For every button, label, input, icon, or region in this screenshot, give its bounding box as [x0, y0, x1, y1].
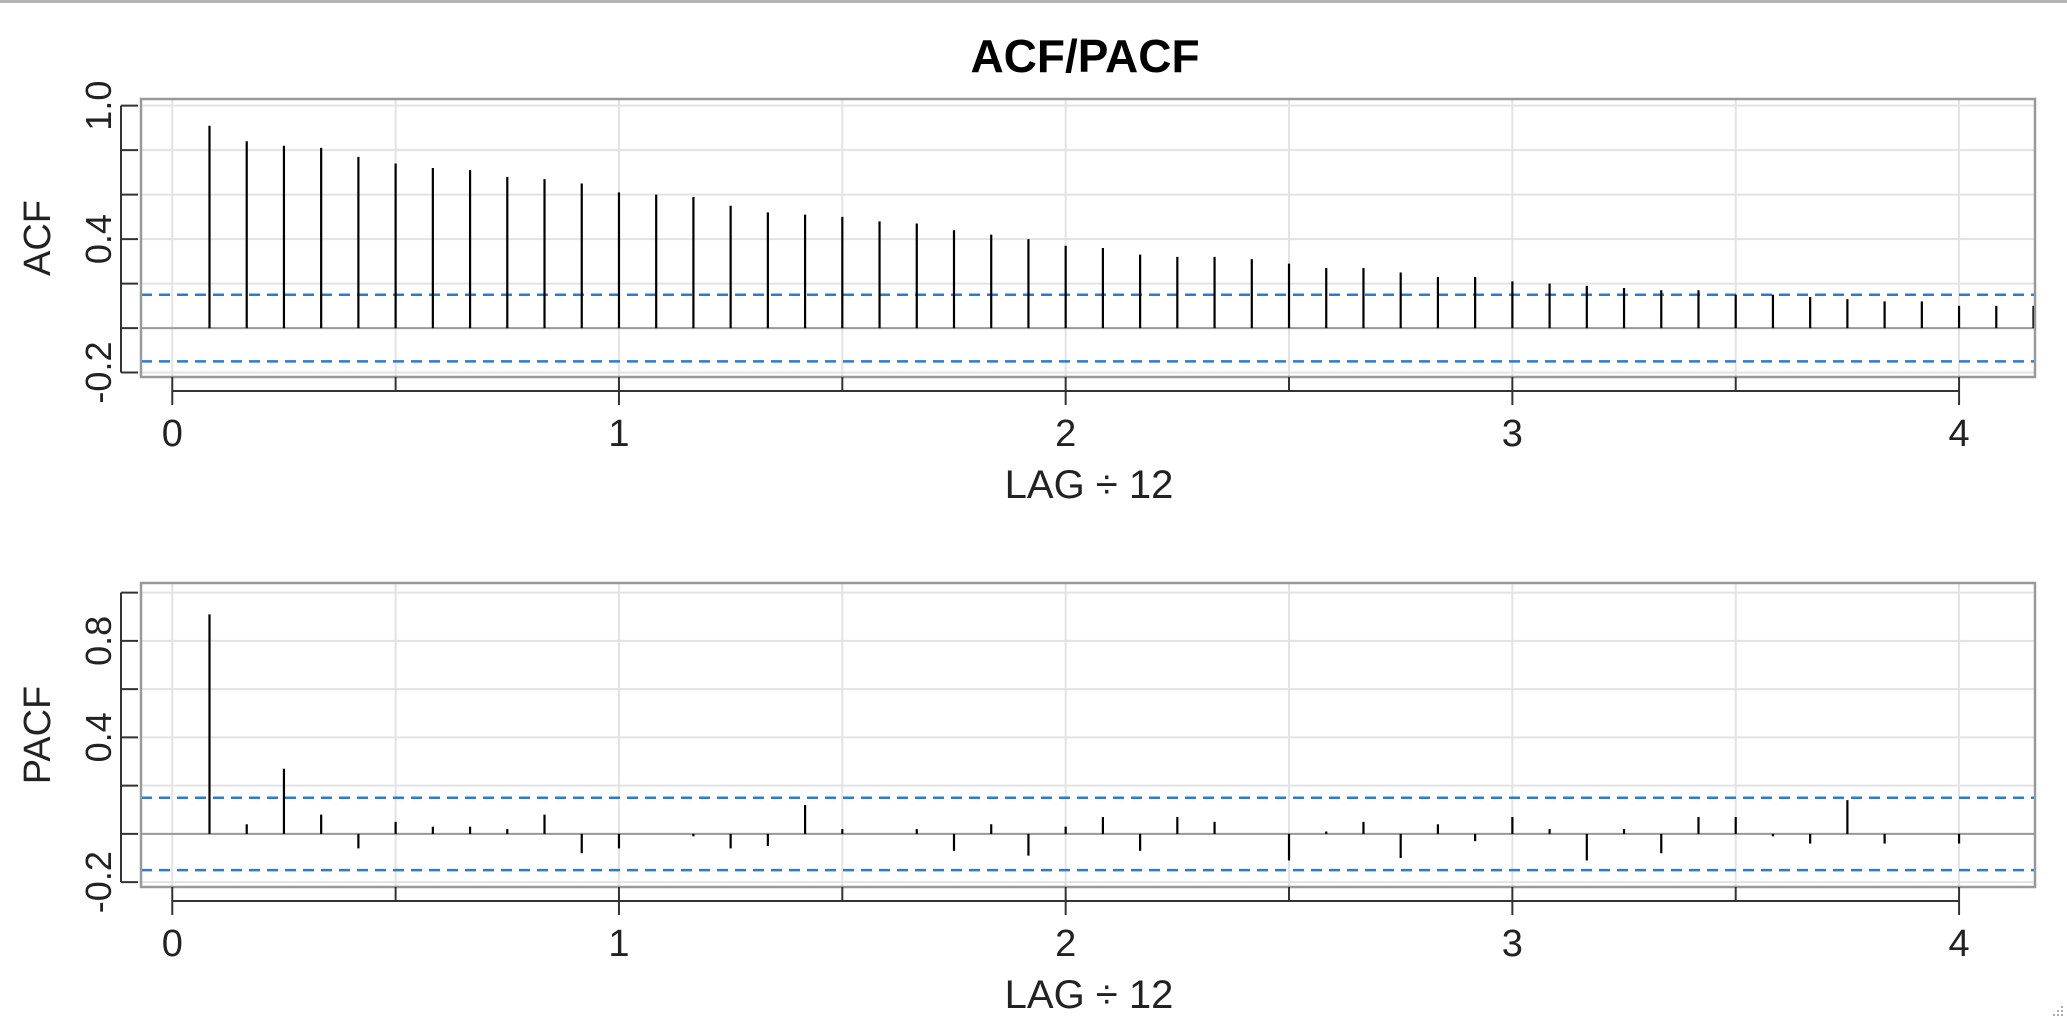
acf-x-tick-label: 2: [1055, 413, 1076, 455]
acf-x-tick-label: 0: [162, 413, 183, 455]
acf-y-tick-label: -0.2: [78, 342, 119, 404]
acf-frame: [139, 97, 2037, 379]
pacf-x-tick-label: 3: [1502, 923, 1523, 965]
acf-x-axis-label: LAG ÷ 12: [1005, 463, 1174, 507]
pacf-x-tick-label: 2: [1055, 923, 1076, 965]
pacf-x-tick-label: 4: [1948, 923, 1969, 965]
acf-y-tick-label: 1.0: [78, 81, 119, 131]
pacf-x-tick-label: 0: [162, 923, 183, 965]
pacf-x-axis-label: LAG ÷ 12: [1005, 973, 1174, 1017]
acf-panel: 1.0 0.4 -0.2 ACF 0 1 2 3 4 LAG ÷ 12: [17, 81, 2037, 507]
acf-x-tick-label: 4: [1948, 413, 1969, 455]
pacf-panel: 0.8 0.4 -0.2 PACF 0 1 2 3 4 LAG ÷ 12: [17, 581, 2037, 1017]
pacf-y-tick-label: -0.2: [78, 851, 119, 913]
acf-y-tick-label: 0.4: [78, 214, 119, 264]
pacf-y-axis-label: PACF: [17, 686, 59, 785]
resize-grip-icon[interactable]: [2047, 1000, 2065, 1018]
pacf-y-tick-label: 0.8: [78, 616, 119, 666]
pacf-y-tick-label: 0.4: [78, 712, 119, 762]
pacf-x-tick-label: 1: [608, 923, 629, 965]
pacf-frame: [139, 581, 2037, 889]
acf-x-tick-label: 3: [1502, 413, 1523, 455]
acf-x-tick-label: 1: [608, 413, 629, 455]
acf-y-axis-label: ACF: [17, 200, 59, 276]
chart-title: ACF/PACF: [970, 30, 1199, 82]
